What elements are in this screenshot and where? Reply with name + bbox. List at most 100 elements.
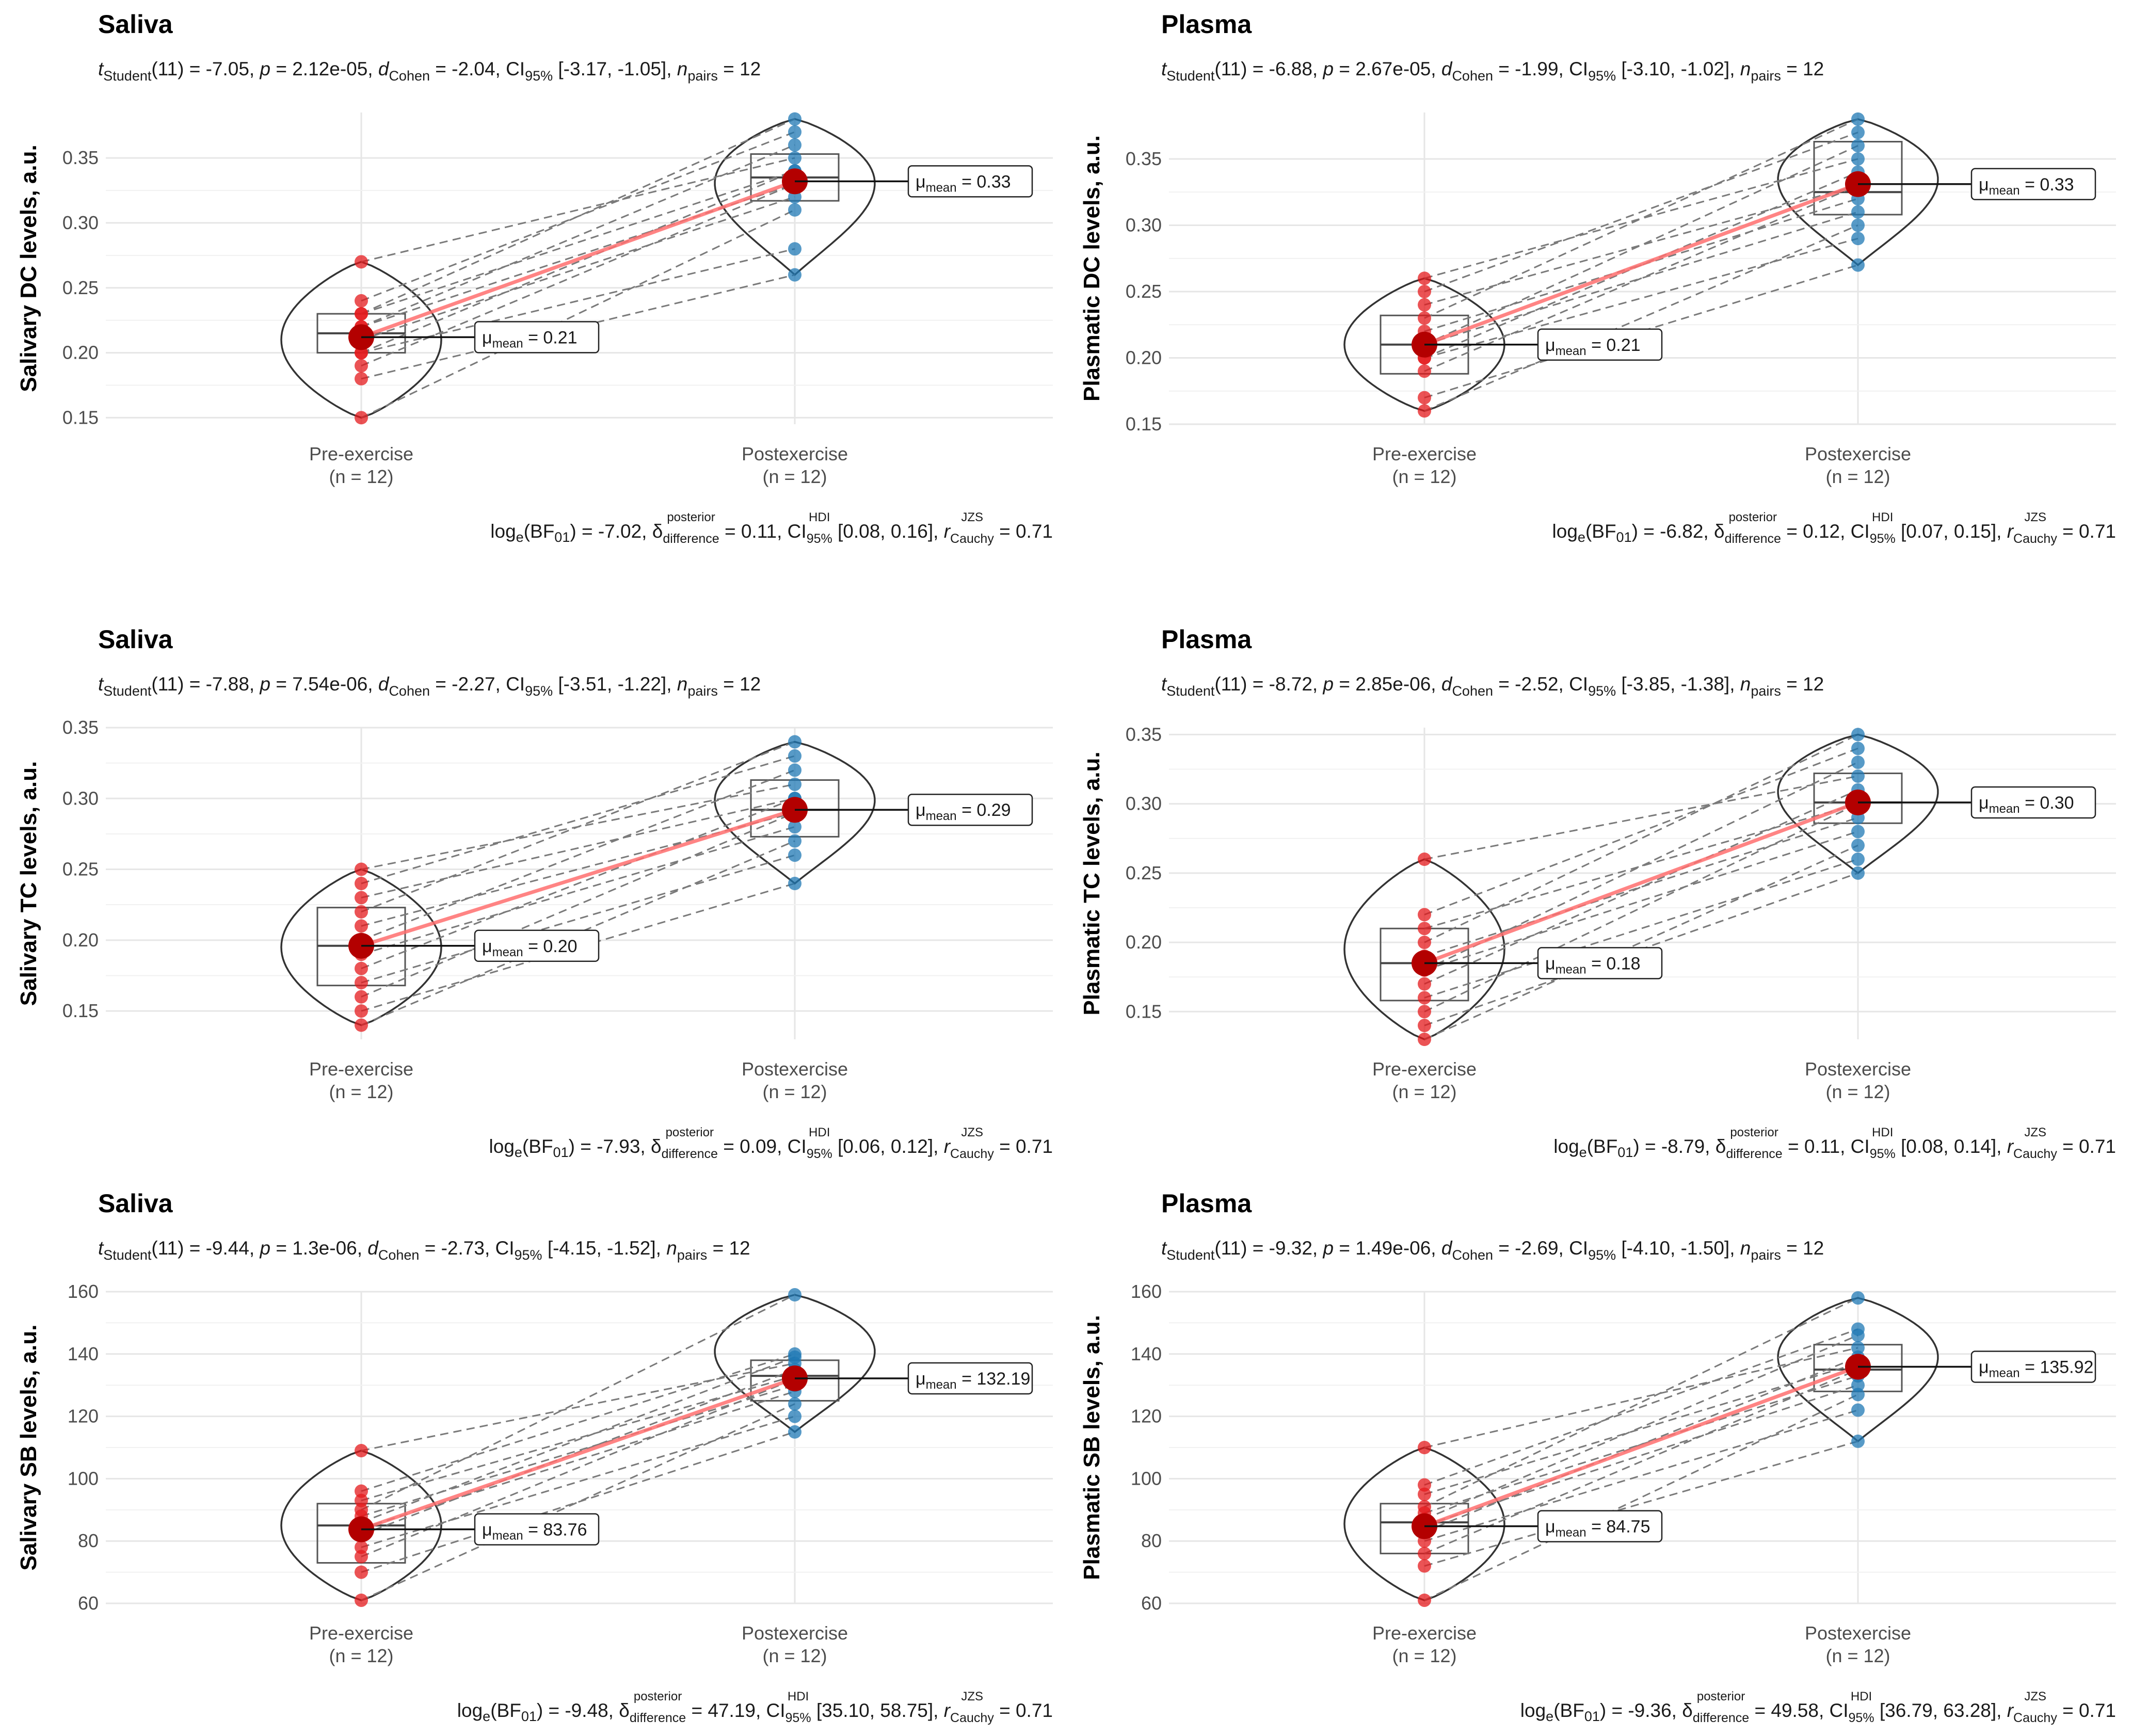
stat-symbol: t [1161, 673, 1167, 695]
caption-text: (BF [1587, 1136, 1618, 1157]
postexercise-point [1851, 866, 1865, 880]
x-n-label: (n = 12) [1392, 466, 1456, 487]
paired-line [361, 882, 795, 1012]
stat-ci-value: [-3.10, -1.02], [1616, 58, 1740, 79]
y-tick-label: 80 [1141, 1530, 1162, 1551]
y-tick-label: 140 [68, 1343, 99, 1364]
mean-label-box [474, 1513, 600, 1546]
paired-line [361, 1390, 795, 1530]
x-n-label: (n = 12) [329, 1645, 393, 1666]
stat-symbol: n [666, 1237, 677, 1259]
stat-subscript: pairs [1751, 68, 1781, 84]
stat-t-value: (11) = -8.72, [1214, 673, 1323, 695]
postexercise-point [1851, 112, 1865, 126]
x-tick-label: Pre-exercise [309, 443, 413, 464]
pre-exercise-point [1418, 271, 1431, 285]
stat-subscript: Student [103, 68, 152, 84]
stats-subtitle: tStudent(11) = -7.05, p = 2.12e-05, dCoh… [98, 58, 761, 84]
stat-d-value: = -2.73, CI [419, 1237, 514, 1259]
paired-line [1424, 1369, 1858, 1554]
gridlines [1169, 112, 2116, 425]
mean-subscript: mean [492, 336, 523, 350]
pre-exercise-point [355, 862, 368, 876]
pre-exercise-point [1418, 391, 1431, 405]
caption-superscript: posterior [667, 510, 715, 524]
y-tick-label: 0.30 [62, 787, 99, 809]
stat-subscript: Cohen [1452, 68, 1493, 84]
pre-exercise-point [355, 1004, 368, 1018]
pre-exercise-point [1418, 364, 1431, 378]
mean-value: = 0.33 [957, 172, 1011, 191]
paired-line [1424, 775, 1858, 860]
paired-line [1424, 747, 1858, 915]
y-tick-label: 160 [1131, 1281, 1162, 1302]
caption-symbol: δ [651, 1136, 662, 1157]
caption-superscript: JZS [2024, 1126, 2046, 1139]
y-tick-label: 0.15 [62, 407, 99, 428]
stats-subtitle: tStudent(11) = -9.44, p = 1.3e-06, dCohe… [98, 1237, 750, 1263]
postexercise-point [788, 1409, 801, 1423]
x-tick-label: Pre-exercise [309, 1058, 413, 1080]
panel-1: Saliva tStudent(11) = -7.05, p = 2.12e-05… [16, 10, 1053, 546]
caption-delta-value: = 0.11, CI [719, 521, 807, 542]
caption-subscript: Cauchy [950, 1147, 994, 1161]
postexercise-point [1851, 853, 1865, 866]
gridlines [106, 1291, 1053, 1604]
mean-symbol: μ [916, 800, 926, 820]
y-tick-label: 60 [78, 1593, 99, 1614]
mean-label-box [1970, 786, 2096, 819]
x-n-label: (n = 12) [762, 1645, 827, 1666]
caption-subscript: e [483, 1709, 490, 1724]
caption-subscript: 95% [807, 532, 832, 546]
caption-subscript: e [1578, 529, 1585, 545]
x-n-label: (n = 12) [329, 1081, 393, 1102]
pre-exercise-point [355, 372, 368, 385]
caption-subscript: 01 [1617, 1145, 1633, 1160]
bayes-caption: loge(BF01) = -8.79, δdifference = 0.11, … [1553, 1136, 2116, 1161]
postexercise-point [1851, 1403, 1865, 1417]
mean-subscript: mean [1989, 1366, 2020, 1380]
pre-exercise-point [1418, 1559, 1431, 1573]
postexercise-point [788, 1347, 801, 1361]
pre-exercise-point [355, 919, 368, 933]
panel-title: Plasma [1161, 625, 1252, 654]
postexercise-point [1851, 728, 1865, 742]
caption-r-value: = 0.71 [2057, 521, 2116, 542]
postexercise-point [788, 749, 801, 763]
stat-t-value: (11) = -7.05, [151, 58, 260, 79]
paired-line [1424, 132, 1858, 293]
y-axis-label: Salivary DC levels, a.u. [16, 144, 41, 392]
y-axis-label: Plasmatic TC levels, a.u. [1079, 751, 1104, 1015]
postexercise-point [1851, 139, 1865, 153]
y-tick-label: 0.15 [62, 1000, 99, 1021]
pre-exercise-point [1418, 922, 1431, 936]
postexercise-point [788, 1425, 801, 1439]
stat-subscript: Cohen [1452, 1247, 1493, 1263]
mean-trend-line [360, 808, 796, 948]
stat-d-value: = -2.52, CI [1493, 673, 1588, 695]
stat-symbol: d [367, 1237, 379, 1259]
postexercise-point [1851, 756, 1865, 769]
stat-n-value: = 12 [707, 1237, 750, 1259]
caption-subscript: Cauchy [950, 532, 994, 546]
mean-value: = 84.75 [1586, 1517, 1650, 1537]
caption-symbol: r [2007, 521, 2014, 542]
pre-exercise-point [355, 411, 368, 425]
mean-label: μmean = 0.21 [1545, 335, 1641, 358]
mean-label-box [907, 165, 1033, 198]
pre-exercise-point [1418, 404, 1431, 418]
mean-value: = 0.21 [1586, 335, 1641, 355]
paired-line [361, 1403, 795, 1601]
mean-value: = 0.18 [1586, 954, 1641, 973]
mean-trend-line [1423, 182, 1859, 347]
mean-value: = 132.19 [957, 1369, 1031, 1389]
stat-subscript: 95% [1588, 68, 1616, 84]
postexercise-point [1851, 769, 1865, 783]
caption-subscript: Cauchy [2013, 532, 2057, 546]
postexercise-point [1851, 1378, 1865, 1392]
stat-symbol: p [1322, 1237, 1334, 1259]
stat-subscript: 95% [525, 683, 553, 699]
mean-label: μmean = 0.30 [1979, 793, 2074, 816]
y-tick-label: 0.15 [1126, 413, 1162, 435]
pre-exercise-point [355, 1593, 368, 1607]
